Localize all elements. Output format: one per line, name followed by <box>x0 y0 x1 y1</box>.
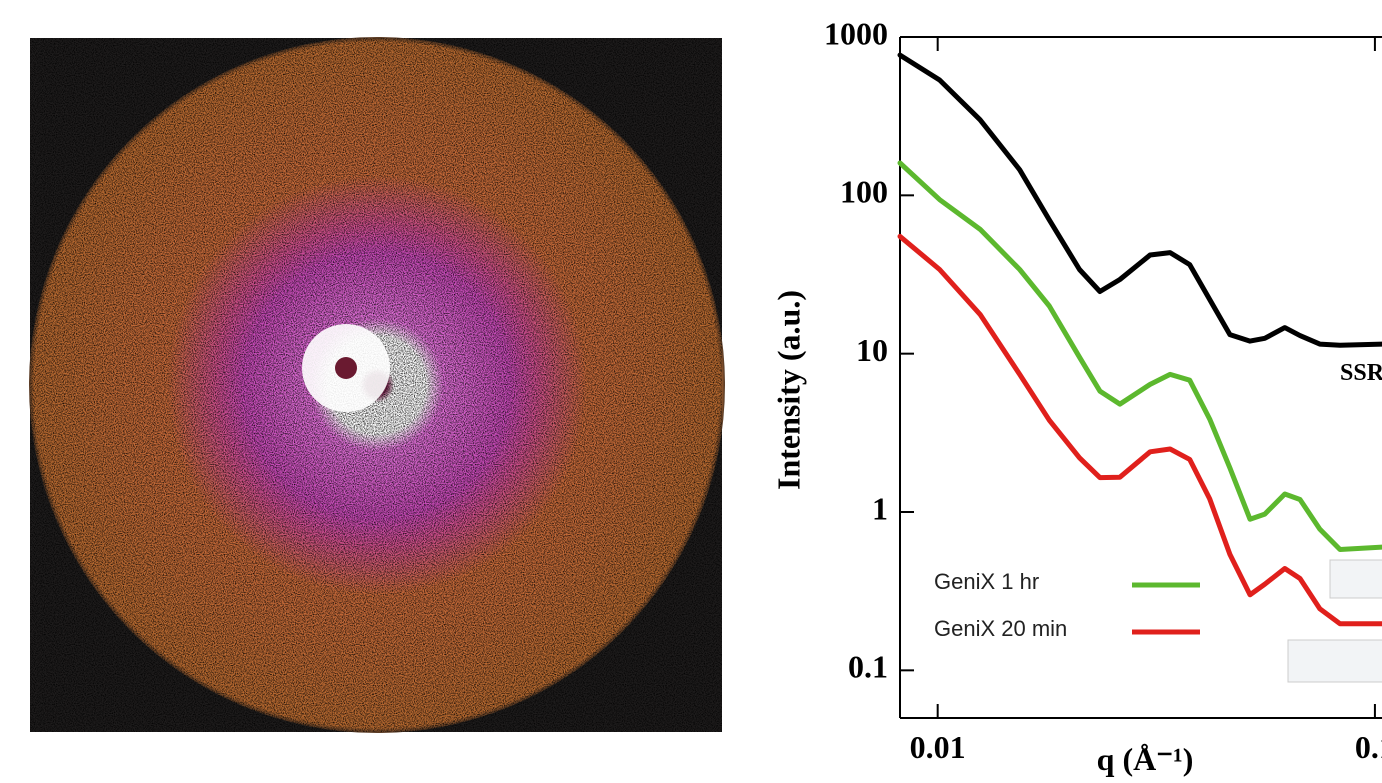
y-axis-title: Intensity (a.u.) <box>770 290 806 490</box>
diffraction-image <box>29 37 725 733</box>
x-axis-title: q (Å⁻¹) <box>1097 741 1194 777</box>
legend-remnant <box>1287 639 1382 683</box>
y-tick-label: 1 <box>872 490 888 526</box>
y-tick-label: 100 <box>840 174 888 210</box>
legend-remnant <box>1329 559 1382 599</box>
series-line <box>897 52 1382 348</box>
annotation: SSRL <box>1340 360 1382 386</box>
beam-stop <box>335 357 357 379</box>
series-line <box>897 233 1382 627</box>
legend-label: GeniX 1 hr <box>934 569 1039 594</box>
legend-label: GeniX 20 min <box>934 616 1067 641</box>
series-line <box>897 160 1382 552</box>
plot: Intensity (a.u.) q (Å⁻¹) SSRL 0.1 1 10 100 1… <box>770 15 1382 777</box>
x-tick-label: 0.01 <box>910 729 966 765</box>
y-tick-label: 10 <box>856 332 888 368</box>
y-tick-label: 1000 <box>824 15 888 51</box>
y-tick-label: 0.1 <box>848 649 888 685</box>
x-tick-label: 0.1 <box>1355 729 1382 765</box>
